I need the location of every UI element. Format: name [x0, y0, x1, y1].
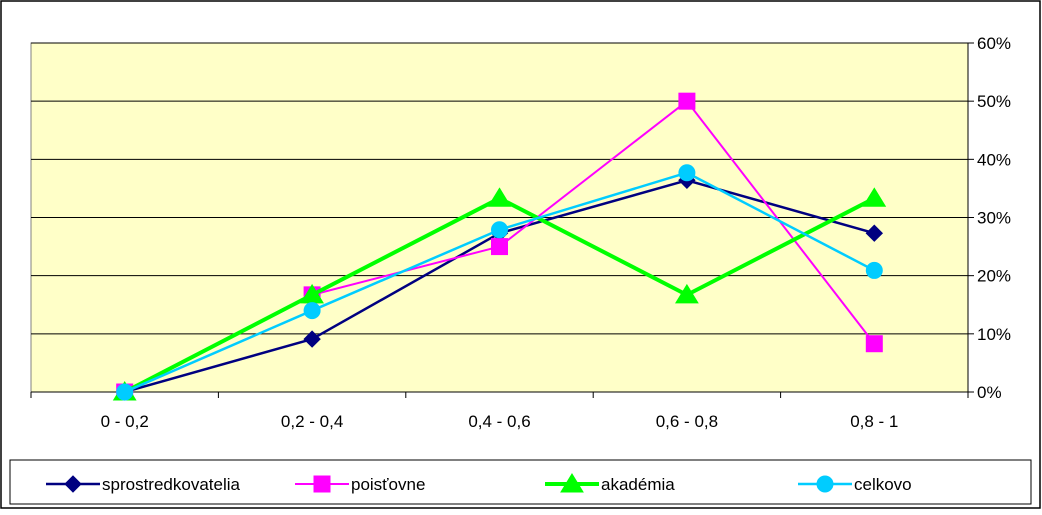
x-tick-label: 0,4 - 0,6: [468, 412, 530, 431]
series-2: [112, 187, 887, 401]
y-tick-label: 20%: [977, 267, 1011, 286]
data-point: [865, 224, 884, 242]
data-point: [303, 302, 321, 320]
data-point: [678, 92, 696, 110]
x-tick-label: 0 - 0,2: [101, 412, 149, 431]
legend-marker: [313, 475, 331, 493]
data-point: [303, 330, 321, 348]
data-point: [487, 187, 512, 207]
gridlines: [31, 42, 968, 335]
data-point: [862, 187, 887, 207]
legend-label: poisťovne: [351, 475, 425, 494]
data-point: [116, 383, 134, 401]
y-tick-label: 10%: [977, 325, 1011, 344]
x-tick-label: 0,2 - 0,4: [281, 412, 343, 431]
y-tick-label: 30%: [977, 209, 1011, 228]
legend-label: celkovo: [854, 475, 912, 494]
legend: sprostredkovatelia poisťovne akadémia celko…: [46, 473, 912, 494]
legend-entry: sprostredkovatelia: [46, 475, 241, 494]
data-point: [491, 238, 508, 256]
data-point: [491, 221, 508, 239]
axes: 0% 10% 20% 30% 40% 50% 60% 0 - 0,2 0,2 - 0,4 0,4 …: [30, 34, 1011, 431]
x-tick-label: 0,8 - 1: [850, 412, 898, 431]
y-tick-label: 60%: [977, 34, 1011, 53]
legend-label: akadémia: [601, 475, 675, 494]
legend-marker: [64, 475, 82, 493]
series-lines: [112, 92, 887, 401]
y-tick-label: 0%: [977, 383, 1002, 402]
series-3: [116, 164, 883, 401]
y-tick-label: 50%: [977, 92, 1011, 111]
data-point: [675, 283, 699, 304]
y-tick-label: 40%: [977, 150, 1011, 169]
legend-marker: [560, 473, 584, 493]
legend-entry: celkovo: [798, 475, 912, 494]
legend-label: sprostredkovatelia: [102, 475, 241, 494]
legend-box: [9, 459, 1032, 505]
data-point: [865, 335, 883, 353]
data-point: [865, 261, 883, 279]
legend-entry: poisťovne: [295, 475, 425, 494]
data-point: [678, 164, 696, 182]
legend-marker: [816, 475, 834, 493]
x-tick-label: 0,6 - 0,8: [656, 412, 718, 431]
legend-entry: akadémia: [545, 473, 675, 494]
